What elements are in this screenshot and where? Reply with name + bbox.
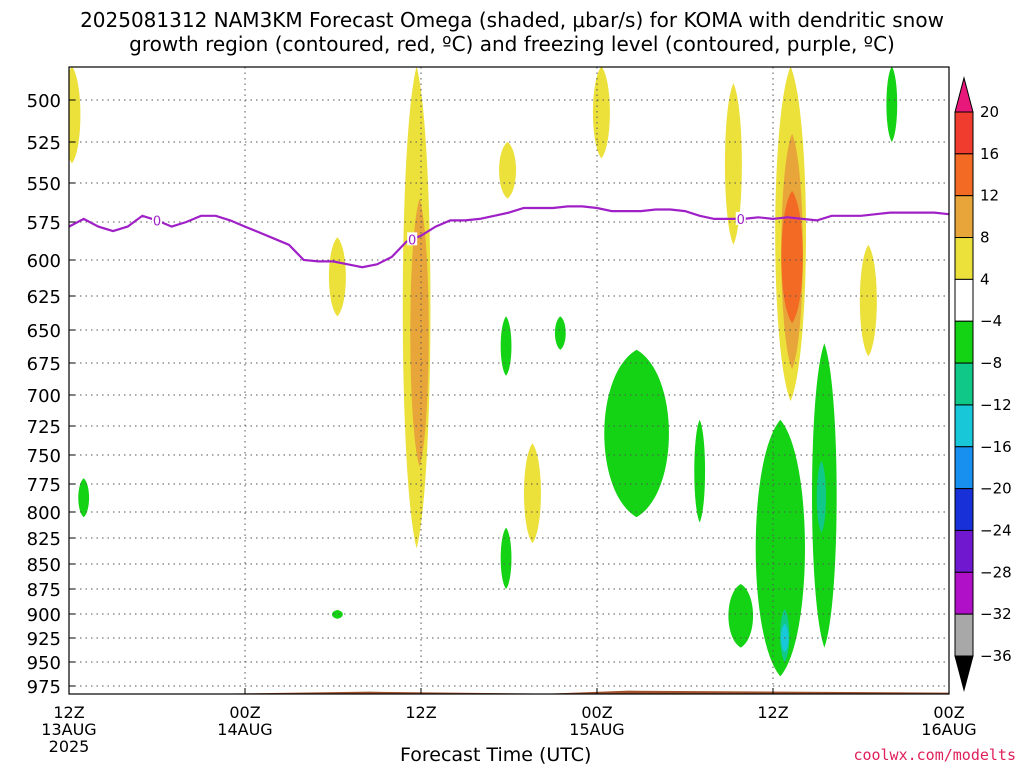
freezing-level-label: 0 [737, 213, 745, 228]
colorbar: 20 16 12 8 4 −4 −8 −12 −16 −20 −24 −28 −32 −36 [954, 76, 1012, 692]
omega-region-14 [724, 83, 742, 245]
x-tick-label: 12Z [53, 703, 84, 722]
omega-region-9 [523, 443, 541, 544]
y-tick-label: 875 [27, 580, 61, 601]
x-tick-label: 12Z [405, 703, 436, 722]
freezing-level-label: 0 [408, 233, 416, 248]
freezing-label-bg [735, 211, 746, 225]
omega-region-12 [604, 349, 669, 518]
colorbar-bin [954, 237, 974, 280]
x-tick-label: 16AUG [921, 720, 976, 739]
colorbar-label: 20 [980, 103, 999, 121]
credit-link[interactable]: coolwx.com/modelts [853, 746, 1016, 764]
y-tick-label: 600 [27, 251, 61, 272]
y-tick-label: 525 [27, 133, 61, 154]
omega-region-17 [781, 190, 803, 324]
omega-region-7 [500, 316, 512, 376]
freezing-label-bg [407, 232, 418, 246]
x-tick-label: 12Z [757, 703, 788, 722]
y-tick-label: 625 [27, 287, 61, 308]
x-tick-label: 00Z [581, 703, 612, 722]
chart-title-line2: growth region (contoured, red, ºC) and f… [129, 32, 895, 56]
x-tick-label: 14AUG [217, 720, 272, 739]
colorbar-label: −28 [980, 563, 1012, 581]
y-tick-label: 900 [27, 605, 61, 626]
omega-region-2 [328, 237, 346, 317]
freezing-label-bg [152, 213, 162, 227]
omega-region-1 [78, 478, 90, 518]
x-axis-label: Forecast Time (UTC) [400, 744, 592, 766]
colorbar-bin [954, 529, 974, 573]
plot-frame [68, 66, 950, 695]
y-tick-label: 700 [27, 386, 61, 407]
colorbar-label: 12 [980, 187, 999, 205]
omega-region-0 [69, 67, 81, 164]
x-tick-label: 2025 [49, 737, 90, 756]
omega-region-8 [500, 527, 512, 589]
freezing-level-line [69, 205, 949, 269]
y-tick-label: 950 [27, 653, 61, 674]
y-tick-label: 575 [27, 213, 61, 234]
y-tick-label: 800 [27, 503, 61, 524]
terrain [183, 690, 949, 694]
colorbar-label: 4 [980, 270, 990, 288]
y-tick-label: 925 [27, 629, 61, 650]
freezing-level: 0 0 0 [69, 205, 949, 269]
omega-region-19 [728, 584, 754, 648]
y-tick-label: 500 [27, 91, 61, 112]
x-tick-label: 00Z [229, 703, 260, 722]
omega-region-25 [886, 67, 898, 142]
colorbar-label: −24 [980, 521, 1012, 539]
colorbar-bottom-arrow [954, 655, 974, 692]
colorbar-bin [954, 571, 974, 615]
x-tick-label: 15AUG [569, 720, 624, 739]
y-tick-label: 675 [27, 354, 61, 375]
omega-region-24 [859, 244, 877, 357]
omega-region-23 [816, 460, 827, 533]
colorbar-bin [954, 488, 974, 531]
grid [69, 67, 949, 694]
colorbar-bin [954, 111, 974, 155]
omega-region-13 [694, 419, 706, 523]
y-tick-label: 725 [27, 417, 61, 438]
x-tick-label: 13AUG [41, 720, 96, 739]
colorbar-label: −32 [980, 605, 1012, 623]
colorbar-bin [954, 153, 974, 197]
omega-region-3 [332, 610, 343, 619]
colorbar-label: −20 [980, 480, 1012, 498]
y-tick-label: 550 [27, 174, 61, 195]
y-tick-label: 650 [27, 321, 61, 342]
omega-region-6 [499, 142, 517, 199]
freezing-level-label: 0 [153, 214, 161, 229]
colorbar-bin [954, 446, 974, 490]
y-tick-label: 825 [27, 529, 61, 550]
colorbar-bin [954, 195, 974, 239]
x-tick-label: 00Z [933, 703, 964, 722]
chart-title-line1: 2025081312 NAM3KM Forecast Omega (shaded… [80, 8, 944, 32]
y-tick-label: 775 [27, 475, 61, 496]
colorbar-bin [954, 362, 974, 406]
y-tick-label: 750 [27, 446, 61, 467]
y-tick-label: 850 [27, 555, 61, 576]
colorbar-label: −12 [980, 396, 1012, 414]
terrain-band [183, 690, 949, 694]
colorbar-label: 8 [980, 229, 990, 247]
colorbar-label: −4 [980, 312, 1002, 330]
omega-region-10 [554, 316, 566, 350]
colorbar-label: −8 [980, 354, 1002, 372]
colorbar-label: −36 [980, 647, 1012, 665]
colorbar-bin [954, 320, 974, 364]
omega-shading [69, 67, 898, 677]
y-tick-label: 975 [27, 677, 61, 698]
colorbar-bin [954, 613, 974, 657]
colorbar-label: −16 [980, 438, 1012, 456]
colorbar-bin [954, 404, 974, 448]
omega-region-5 [410, 198, 429, 467]
colorbar-bin [954, 278, 974, 322]
colorbar-top-arrow [954, 76, 974, 113]
y-axis: 500 525 550 575 600 625 650 675 700 725 750 775 800 8… [27, 91, 75, 698]
colorbar-label: 16 [980, 145, 999, 163]
